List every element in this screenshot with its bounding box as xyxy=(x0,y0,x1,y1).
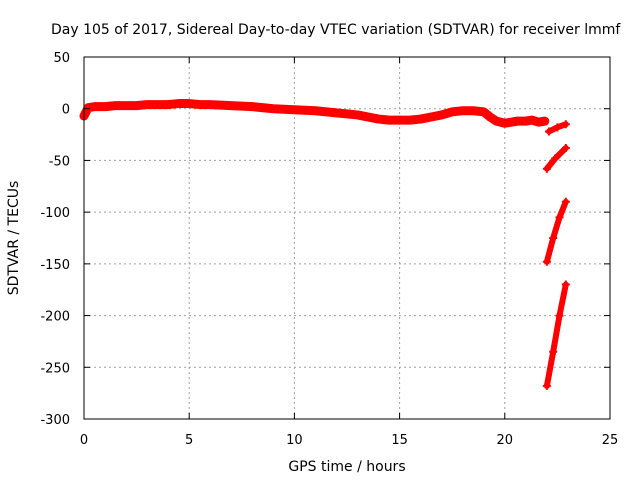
x-tick-label: 15 xyxy=(391,433,408,448)
data-point xyxy=(269,104,278,113)
data-point xyxy=(174,99,183,108)
series-line-sdtvar-seg4 xyxy=(543,281,569,389)
y-tick-label: -100 xyxy=(40,206,70,221)
data-point xyxy=(553,123,562,132)
data-point xyxy=(513,117,522,126)
data-point xyxy=(90,102,99,111)
data-point xyxy=(227,101,236,110)
data-point xyxy=(555,213,564,222)
data-point xyxy=(561,280,570,289)
data-point xyxy=(332,108,341,117)
data-point xyxy=(555,311,564,320)
data-point xyxy=(479,107,488,116)
data-point xyxy=(132,101,141,110)
data-point xyxy=(534,118,543,127)
data-point xyxy=(395,116,404,125)
data-point xyxy=(206,100,215,109)
data-point xyxy=(111,101,120,110)
y-axis-title: SDTVAR / TECUs xyxy=(6,181,22,296)
y-tick-label: -300 xyxy=(40,413,70,428)
data-point xyxy=(311,106,320,115)
data-point xyxy=(290,105,299,114)
data-point xyxy=(540,117,549,126)
data-point xyxy=(416,115,425,124)
data-point xyxy=(248,102,257,111)
y-tick-label: -150 xyxy=(40,258,70,273)
data-point xyxy=(164,100,173,109)
data-point xyxy=(427,112,436,121)
data-point xyxy=(507,118,516,127)
data-point xyxy=(542,381,551,390)
data-point xyxy=(549,234,558,242)
data-point xyxy=(551,154,560,163)
data-point xyxy=(374,115,383,124)
x-tick-label: 25 xyxy=(602,433,619,448)
data-point xyxy=(458,106,467,115)
x-tick-label: 10 xyxy=(286,433,303,448)
chart-title: Day 105 of 2017, Sidereal Day-to-day VTE… xyxy=(51,22,621,38)
data-point xyxy=(542,257,551,266)
data-point xyxy=(549,347,558,356)
y-tick-label: 0 xyxy=(62,103,70,118)
data-point xyxy=(84,103,93,112)
series-layer xyxy=(79,99,570,390)
data-point xyxy=(492,117,501,126)
data-point xyxy=(544,127,553,136)
data-point xyxy=(406,116,415,125)
plot-frame xyxy=(83,56,611,420)
y-tick-label: -50 xyxy=(49,154,70,169)
x-tick-label: 20 xyxy=(497,433,514,448)
x-tick-label: 0 xyxy=(80,433,88,448)
data-point xyxy=(486,112,495,121)
data-point xyxy=(195,100,204,109)
data-point xyxy=(153,100,162,109)
y-tick-label: -200 xyxy=(40,310,70,325)
data-point xyxy=(561,120,570,129)
series-line-sdtvar xyxy=(79,99,550,128)
ticks: 0 5 10 15 20 25 50 0 -50 -100 -150 -200 -250 -300 xyxy=(40,51,618,448)
data-point xyxy=(561,144,570,153)
data-point xyxy=(561,197,570,206)
data-point xyxy=(437,110,446,119)
x-axis-title: GPS time / hours xyxy=(288,459,405,475)
data-point xyxy=(353,110,362,119)
data-point xyxy=(469,106,478,115)
data-point xyxy=(185,99,194,108)
data-point xyxy=(528,116,537,125)
series-line-sdtvar-seg3 xyxy=(543,198,569,265)
data-point xyxy=(448,107,457,116)
data-point xyxy=(500,119,509,128)
y-tick-label: 50 xyxy=(53,51,70,66)
data-point xyxy=(101,102,110,111)
data-point xyxy=(521,117,530,126)
data-point xyxy=(385,116,394,125)
y-tick-label: -250 xyxy=(40,361,70,376)
data-point xyxy=(122,101,131,110)
data-point xyxy=(542,164,551,173)
x-tick-label: 5 xyxy=(185,433,193,448)
data-point xyxy=(143,100,152,109)
